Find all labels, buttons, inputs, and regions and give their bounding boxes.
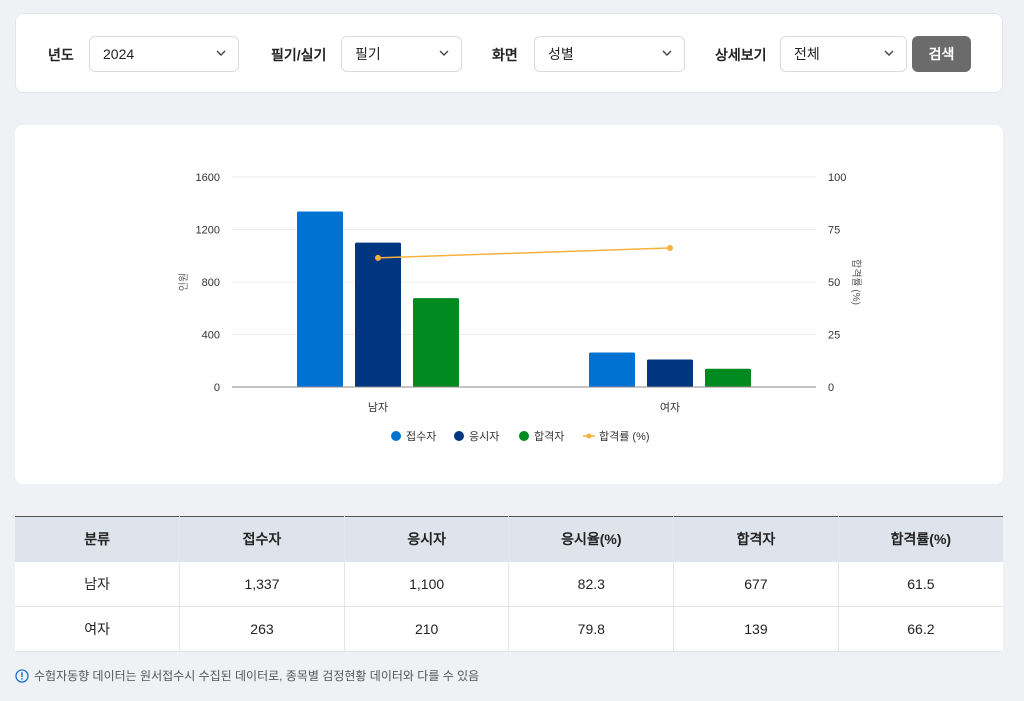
y2-axis-label: 합격률 (%) [850, 259, 863, 305]
view-select[interactable]: 성별 [534, 36, 685, 72]
stats-table: 분류 접수자 응시자 응시율(%) 합격자 합격률(%) 남자 1,337 1,100 82.3… [15, 516, 1003, 652]
exam-type-select-value: 필기 [355, 46, 381, 62]
table-cell: 82.3 [508, 561, 674, 607]
table-row: 남자 1,337 1,100 82.3 677 61.5 [15, 561, 1003, 607]
table-cell: 677 [673, 561, 839, 607]
y-tick-label: 400 [202, 330, 220, 342]
detail-select[interactable]: 전체 [780, 36, 907, 72]
table-header-row: 분류 접수자 응시자 응시율(%) 합격자 합격률(%) [15, 516, 1003, 562]
y-axis-label: 인원 [178, 273, 190, 291]
y2-tick-label: 50 [828, 277, 840, 289]
table-cell: 남자 [15, 561, 180, 607]
table-cell: 210 [343, 606, 509, 652]
bar[interactable] [589, 352, 635, 387]
exam-type-select[interactable]: 필기 [341, 36, 462, 72]
bar[interactable] [355, 242, 401, 387]
bar[interactable] [647, 359, 693, 387]
year-select-value: 2024 [103, 46, 135, 62]
chevron-down-icon [439, 50, 449, 56]
column-header: 분류 [15, 516, 180, 562]
column-header: 합격자 [673, 516, 839, 562]
table-cell: 1,100 [343, 561, 509, 607]
view-label: 화면 [492, 47, 518, 63]
detail-label: 상세보기 [715, 47, 767, 63]
detail-select-value: 전체 [794, 46, 820, 62]
pass-rate-line [377, 247, 671, 259]
legend-marker-icon [519, 431, 529, 441]
table-row: 여자 263 210 79.8 139 66.2 [15, 606, 1003, 652]
pass-rate-point[interactable] [375, 254, 381, 261]
y2-tick-label: 75 [828, 225, 840, 237]
column-header: 응시자 [343, 516, 509, 562]
table-cell: 61.5 [837, 561, 1003, 607]
y-tick-label: 0 [214, 382, 220, 394]
info-icon [15, 668, 29, 683]
y2-tick-label: 0 [828, 382, 834, 394]
legend-label[interactable]: 응시자 [469, 430, 499, 443]
chevron-down-icon [216, 50, 226, 56]
y-tick-label: 800 [202, 277, 220, 289]
legend-label[interactable]: 합격자 [534, 430, 564, 443]
bar[interactable] [297, 211, 343, 387]
year-label: 년도 [48, 47, 74, 63]
table-cell: 79.8 [508, 606, 674, 652]
y-tick-label: 1200 [196, 225, 220, 237]
column-header: 응시율(%) [508, 516, 674, 562]
table-cell: 263 [179, 606, 345, 652]
table-cell: 여자 [15, 606, 180, 652]
note-text: 수험자동향 데이터는 원서접수시 수집된 데이터로, 종목별 검정현황 데이터와… [34, 669, 480, 683]
data-note: 수험자동향 데이터는 원서접수시 수집된 데이터로, 종목별 검정현황 데이터와… [15, 667, 479, 684]
column-header: 접수자 [179, 516, 345, 562]
y2-tick-label: 100 [828, 172, 846, 184]
table-cell: 66.2 [837, 606, 1003, 652]
exam-type-label: 필기/실기 [271, 47, 327, 63]
filter-bar: 년도 2024 필기/실기 필기 화면 성별 상세보기 전체 검색 [15, 13, 1003, 93]
y-tick-label: 1600 [196, 172, 220, 184]
table-cell: 139 [673, 606, 839, 652]
x-tick-label: 여자 [660, 401, 680, 414]
legend-marker-icon [454, 431, 464, 441]
chart-card: 0 400 800 1200 1600 0 25 50 75 100 인원 합격률 (%) 남자 여자 접수… [15, 125, 1003, 484]
bar[interactable] [413, 298, 459, 387]
legend-label[interactable]: 접수자 [406, 430, 436, 443]
column-header: 합격률(%) [837, 516, 1003, 562]
search-button[interactable]: 검색 [912, 36, 971, 72]
legend-marker-icon [391, 431, 401, 441]
legend-label[interactable]: 합격률 (%) [599, 430, 650, 443]
legend-marker-icon [586, 433, 592, 439]
chevron-down-icon [662, 50, 672, 56]
pass-rate-point[interactable] [667, 244, 673, 251]
bar[interactable] [705, 368, 751, 387]
table-cell: 1,337 [179, 561, 345, 607]
x-tick-label: 남자 [368, 401, 388, 414]
y2-tick-label: 25 [828, 330, 840, 342]
view-select-value: 성별 [548, 46, 574, 62]
year-select[interactable]: 2024 [89, 36, 239, 72]
chevron-down-icon [884, 50, 894, 56]
